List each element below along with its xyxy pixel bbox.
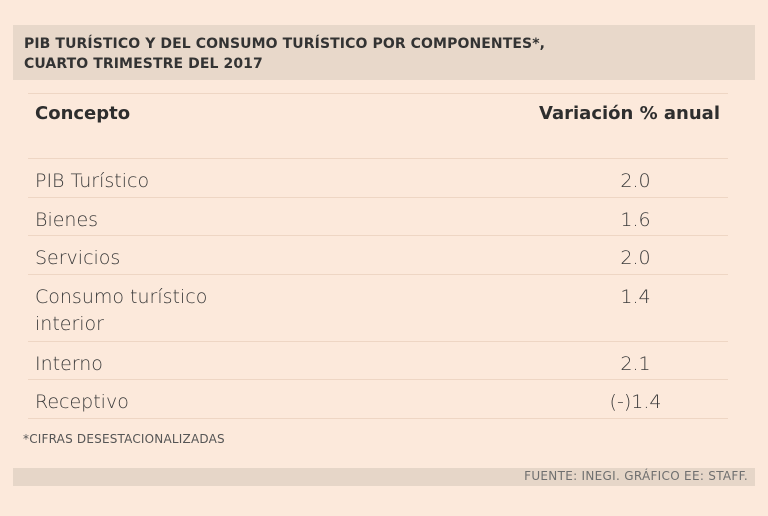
footnote: *CIFRAS DESESTACIONALIZADAS [23, 432, 225, 446]
table-row: Receptivo (-)1.4 [28, 380, 728, 419]
row-value: 2.1 [620, 352, 651, 375]
row-value: 1.6 [620, 208, 651, 231]
row-concept: Consumo turístico interior [35, 285, 208, 335]
data-table: Concepto Variación % anual PIB Turístico… [28, 93, 728, 419]
row-concept: Receptivo [35, 391, 129, 413]
row-value: 1.4 [620, 285, 651, 308]
title-box: PIB TURÍSTICO Y DEL CONSUMO TURÍSTICO PO… [13, 25, 755, 80]
row-concept: Bienes [35, 208, 99, 231]
row-concept: Servicios [35, 247, 121, 269]
table-row: PIB Turístico 2.0 [28, 159, 728, 198]
header-variation: Variación % anual [539, 103, 720, 124]
table-row: Servicios 2.0 [28, 236, 728, 275]
table-header: Concepto Variación % anual [28, 93, 728, 159]
row-value: 2.0 [620, 247, 651, 269]
row-concept: Interno [35, 352, 103, 375]
row-value: 2.0 [620, 170, 651, 192]
header-concept: Concepto [35, 103, 131, 124]
title-line-2: CUARTO TRIMESTRE DEL 2017 [24, 56, 263, 72]
table-row: Consumo turístico interior 1.4 [28, 275, 728, 342]
title-line-1: PIB TURÍSTICO Y DEL CONSUMO TURÍSTICO PO… [24, 36, 546, 52]
source-credit: FUENTE: INEGI. GRÁFICO EE: STAFF. [524, 469, 748, 483]
table-row: Bienes 1.6 [28, 198, 728, 236]
row-value: (-)1.4 [609, 391, 662, 413]
table-row: Interno 2.1 [28, 342, 728, 380]
row-concept: PIB Turístico [35, 170, 150, 192]
source-bar: FUENTE: INEGI. GRÁFICO EE: STAFF. [13, 468, 755, 486]
